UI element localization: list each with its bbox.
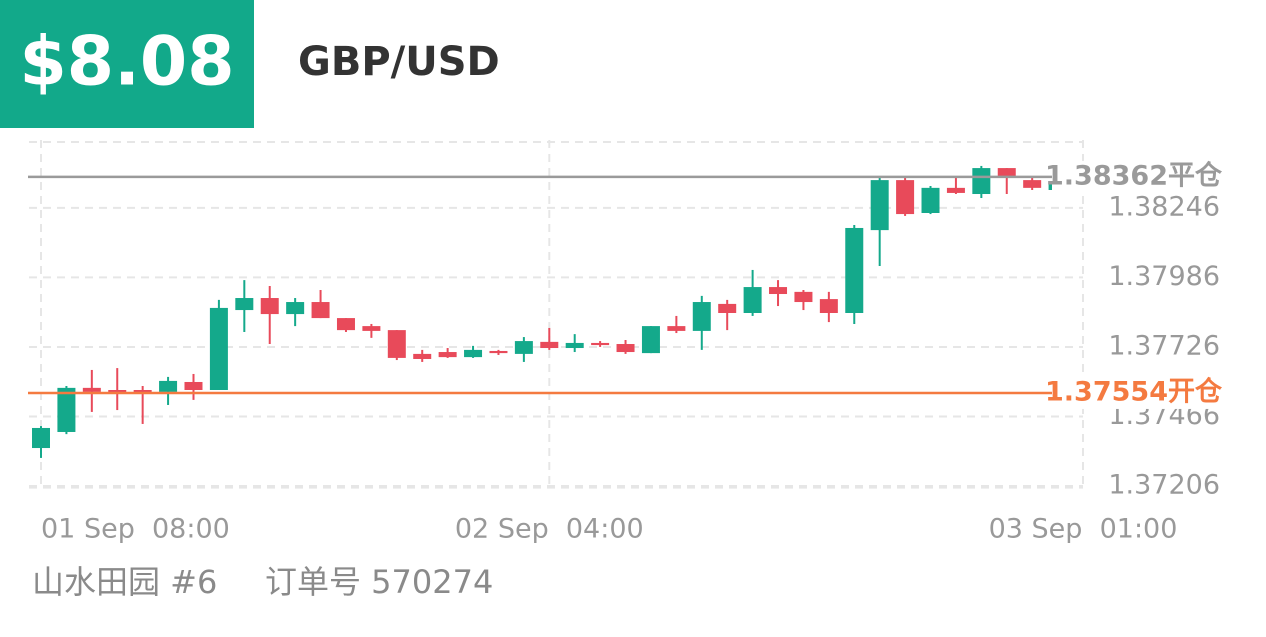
candle-body bbox=[972, 168, 991, 195]
candle-body bbox=[692, 302, 711, 331]
x-tick-label: 01 Sep 08:00 bbox=[41, 514, 230, 545]
reference-label-bg bbox=[1052, 160, 1224, 193]
candle-body bbox=[209, 307, 228, 391]
candle-body bbox=[362, 326, 381, 331]
amount-badge bbox=[0, 0, 254, 128]
account: 山水田园 #6 bbox=[32, 563, 217, 601]
candle-body bbox=[616, 344, 635, 353]
candle-body bbox=[591, 342, 610, 346]
candle-body bbox=[336, 318, 355, 331]
candle-body bbox=[438, 352, 457, 358]
amount: $8.08 bbox=[19, 23, 234, 102]
candle-body bbox=[667, 326, 686, 331]
candle-body bbox=[870, 180, 889, 231]
reference-label: 1.37554开仓 bbox=[1045, 376, 1223, 407]
candle-body bbox=[946, 187, 965, 193]
candle-body bbox=[997, 168, 1016, 178]
candle-body bbox=[235, 298, 254, 311]
candle-body bbox=[464, 349, 483, 358]
y-tick-label: 1.38246 bbox=[1108, 191, 1220, 222]
candle-body bbox=[540, 341, 559, 349]
candle-body bbox=[57, 387, 76, 432]
candle-body bbox=[387, 330, 406, 358]
candle-body bbox=[794, 291, 813, 303]
candle-body bbox=[896, 180, 915, 215]
candle-body bbox=[743, 287, 762, 313]
candle-body bbox=[82, 387, 101, 392]
candle-body bbox=[769, 287, 788, 295]
y-tick-label: 1.37206 bbox=[1108, 469, 1220, 500]
candle-body bbox=[641, 326, 660, 354]
candle-body bbox=[108, 390, 127, 393]
candle-body bbox=[159, 380, 178, 392]
order-number: 订单号 570274 bbox=[265, 563, 493, 601]
candle-body bbox=[845, 227, 864, 313]
candle-body bbox=[819, 299, 838, 313]
candle-body bbox=[921, 187, 940, 213]
y-tick-label: 1.37726 bbox=[1108, 330, 1220, 361]
reference-label-bg bbox=[1052, 376, 1224, 409]
candle-body bbox=[489, 350, 508, 354]
x-tick-label: 02 Sep 04:00 bbox=[455, 514, 644, 545]
x-tick-label: 03 Sep 01:00 bbox=[989, 514, 1178, 545]
symbol: GBP/USD bbox=[298, 39, 500, 85]
y-tick-label: 1.37986 bbox=[1108, 261, 1220, 292]
candle-body bbox=[184, 381, 203, 391]
candle-body bbox=[133, 390, 152, 393]
candle-body bbox=[1023, 180, 1042, 188]
candle-body bbox=[514, 341, 533, 354]
candle-body bbox=[311, 302, 330, 319]
candle-body bbox=[718, 303, 737, 313]
candle-body bbox=[565, 342, 584, 349]
candle-body bbox=[413, 353, 432, 359]
candle-body bbox=[32, 427, 50, 449]
reference-label: 1.38362平仓 bbox=[1045, 160, 1223, 191]
candle-body bbox=[286, 302, 305, 315]
candle-body bbox=[260, 298, 279, 315]
